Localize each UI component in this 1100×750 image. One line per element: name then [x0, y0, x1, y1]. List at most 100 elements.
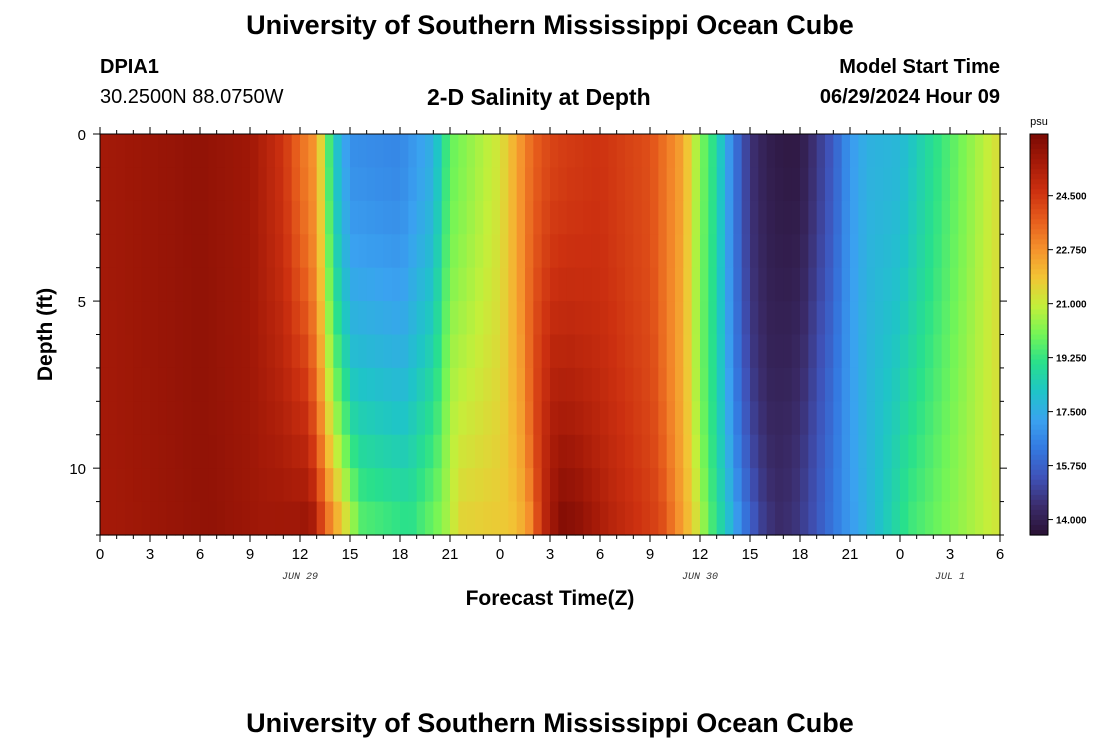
- heatmap-cell: [308, 367, 318, 402]
- heatmap-cell: [850, 468, 859, 503]
- heatmap-cell: [725, 234, 734, 269]
- heatmap-cell: [633, 234, 643, 269]
- heatmap-cell: [308, 334, 318, 369]
- heatmap-cell: [516, 434, 526, 469]
- heatmap-cell: [958, 334, 968, 369]
- colorbar-step: [1030, 239, 1048, 245]
- heatmap-cell: [116, 167, 126, 202]
- heatmap-cell: [975, 434, 984, 469]
- heatmap-cell: [725, 501, 734, 536]
- colorbar-step: [1030, 319, 1048, 326]
- heatmap-cell: [833, 301, 843, 336]
- heatmap-cell: [941, 334, 951, 369]
- heatmap-cell: [733, 501, 743, 536]
- heatmap-cell: [950, 334, 959, 369]
- heatmap-cell: [333, 134, 343, 169]
- heatmap-cell: [858, 468, 868, 503]
- heatmap-cell: [700, 334, 709, 369]
- heatmap-cell: [975, 468, 984, 503]
- heatmap-cell: [516, 301, 526, 336]
- heatmap-cell: [850, 267, 859, 302]
- heatmap-cell: [283, 434, 293, 469]
- heatmap-cell: [900, 434, 909, 469]
- heatmap-cell: [750, 501, 759, 536]
- heatmap-cell: [400, 134, 409, 169]
- heatmap-cell: [533, 267, 543, 302]
- heatmap-cell: [416, 401, 426, 436]
- heatmap-cell: [775, 234, 784, 269]
- heatmap-cell: [816, 468, 826, 503]
- heatmap-cell: [150, 167, 159, 202]
- heatmap-cell: [258, 200, 268, 235]
- date-label: JUN 29: [282, 572, 318, 583]
- heatmap-cell: [125, 234, 134, 269]
- heatmap-cell: [583, 200, 593, 235]
- heatmap-cell: [433, 234, 443, 269]
- heatmap-cell: [833, 468, 843, 503]
- heatmap-cell: [725, 434, 734, 469]
- heatmap-cell: [591, 334, 601, 369]
- heatmap-cell: [841, 367, 851, 402]
- heatmap-cell: [483, 367, 493, 402]
- heatmap-cell: [941, 301, 951, 336]
- heatmap-cell: [825, 134, 834, 169]
- heatmap-cell: [316, 468, 326, 503]
- heatmap-cell: [800, 234, 809, 269]
- heatmap-cell: [600, 301, 609, 336]
- heatmap-cell: [258, 301, 268, 336]
- heatmap-cell: [716, 134, 726, 169]
- heatmap-cell: [433, 501, 443, 536]
- heatmap-cell: [158, 334, 168, 369]
- heatmap-cell: [241, 501, 251, 536]
- heatmap-cell: [683, 501, 693, 536]
- heatmap-cell: [325, 167, 334, 202]
- heatmap-cell: [133, 167, 143, 202]
- heatmap-cell: [108, 200, 118, 235]
- heatmap-cell: [141, 134, 151, 169]
- heatmap-cell: [633, 401, 643, 436]
- heatmap-cell: [858, 501, 868, 536]
- colorbar-step: [1030, 424, 1048, 431]
- colorbar-step: [1030, 234, 1048, 240]
- heatmap-cell: [483, 501, 493, 536]
- heatmap-cell: [883, 367, 893, 402]
- heatmap-cell: [933, 134, 943, 169]
- heatmap-cell: [825, 401, 834, 436]
- heatmap-cell: [308, 434, 318, 469]
- heatmap-cell: [508, 434, 518, 469]
- heatmap-cell: [791, 401, 801, 436]
- heatmap-cell: [441, 167, 451, 202]
- heatmap-cell: [616, 367, 626, 402]
- heatmap-cell: [525, 301, 534, 336]
- heatmap-cell: [783, 501, 793, 536]
- heatmap-cell: [508, 167, 518, 202]
- heatmap-cell: [766, 234, 776, 269]
- heatmap-cell: [533, 434, 543, 469]
- heatmap-cell: [575, 468, 584, 503]
- heatmap-cell: [208, 301, 218, 336]
- heatmap-cell: [850, 434, 859, 469]
- heatmap-cell: [416, 267, 426, 302]
- heatmap-cell: [216, 267, 226, 302]
- heatmap-cell: [650, 234, 659, 269]
- heatmap-cell: [158, 234, 168, 269]
- heatmap-cell: [750, 234, 759, 269]
- heatmap-cell: [158, 134, 168, 169]
- heatmap-cell: [625, 468, 634, 503]
- heatmap-cell: [341, 434, 351, 469]
- heatmap-cell: [975, 501, 984, 536]
- heatmap-cell: [658, 167, 668, 202]
- heatmap-cell: [666, 468, 676, 503]
- colorbar-step: [1030, 344, 1048, 351]
- heatmap-cell: [641, 401, 651, 436]
- heatmap-cell: [466, 434, 476, 469]
- heatmap-cell: [783, 134, 793, 169]
- colorbar-step: [1030, 399, 1048, 406]
- heatmap-cell: [950, 501, 959, 536]
- heatmap-cell: [866, 434, 876, 469]
- heatmap-cell: [433, 200, 443, 235]
- heatmap-cell: [675, 501, 684, 536]
- heatmap-cell: [383, 200, 393, 235]
- colorbar-step: [1030, 164, 1048, 170]
- heatmap-cell: [341, 468, 351, 503]
